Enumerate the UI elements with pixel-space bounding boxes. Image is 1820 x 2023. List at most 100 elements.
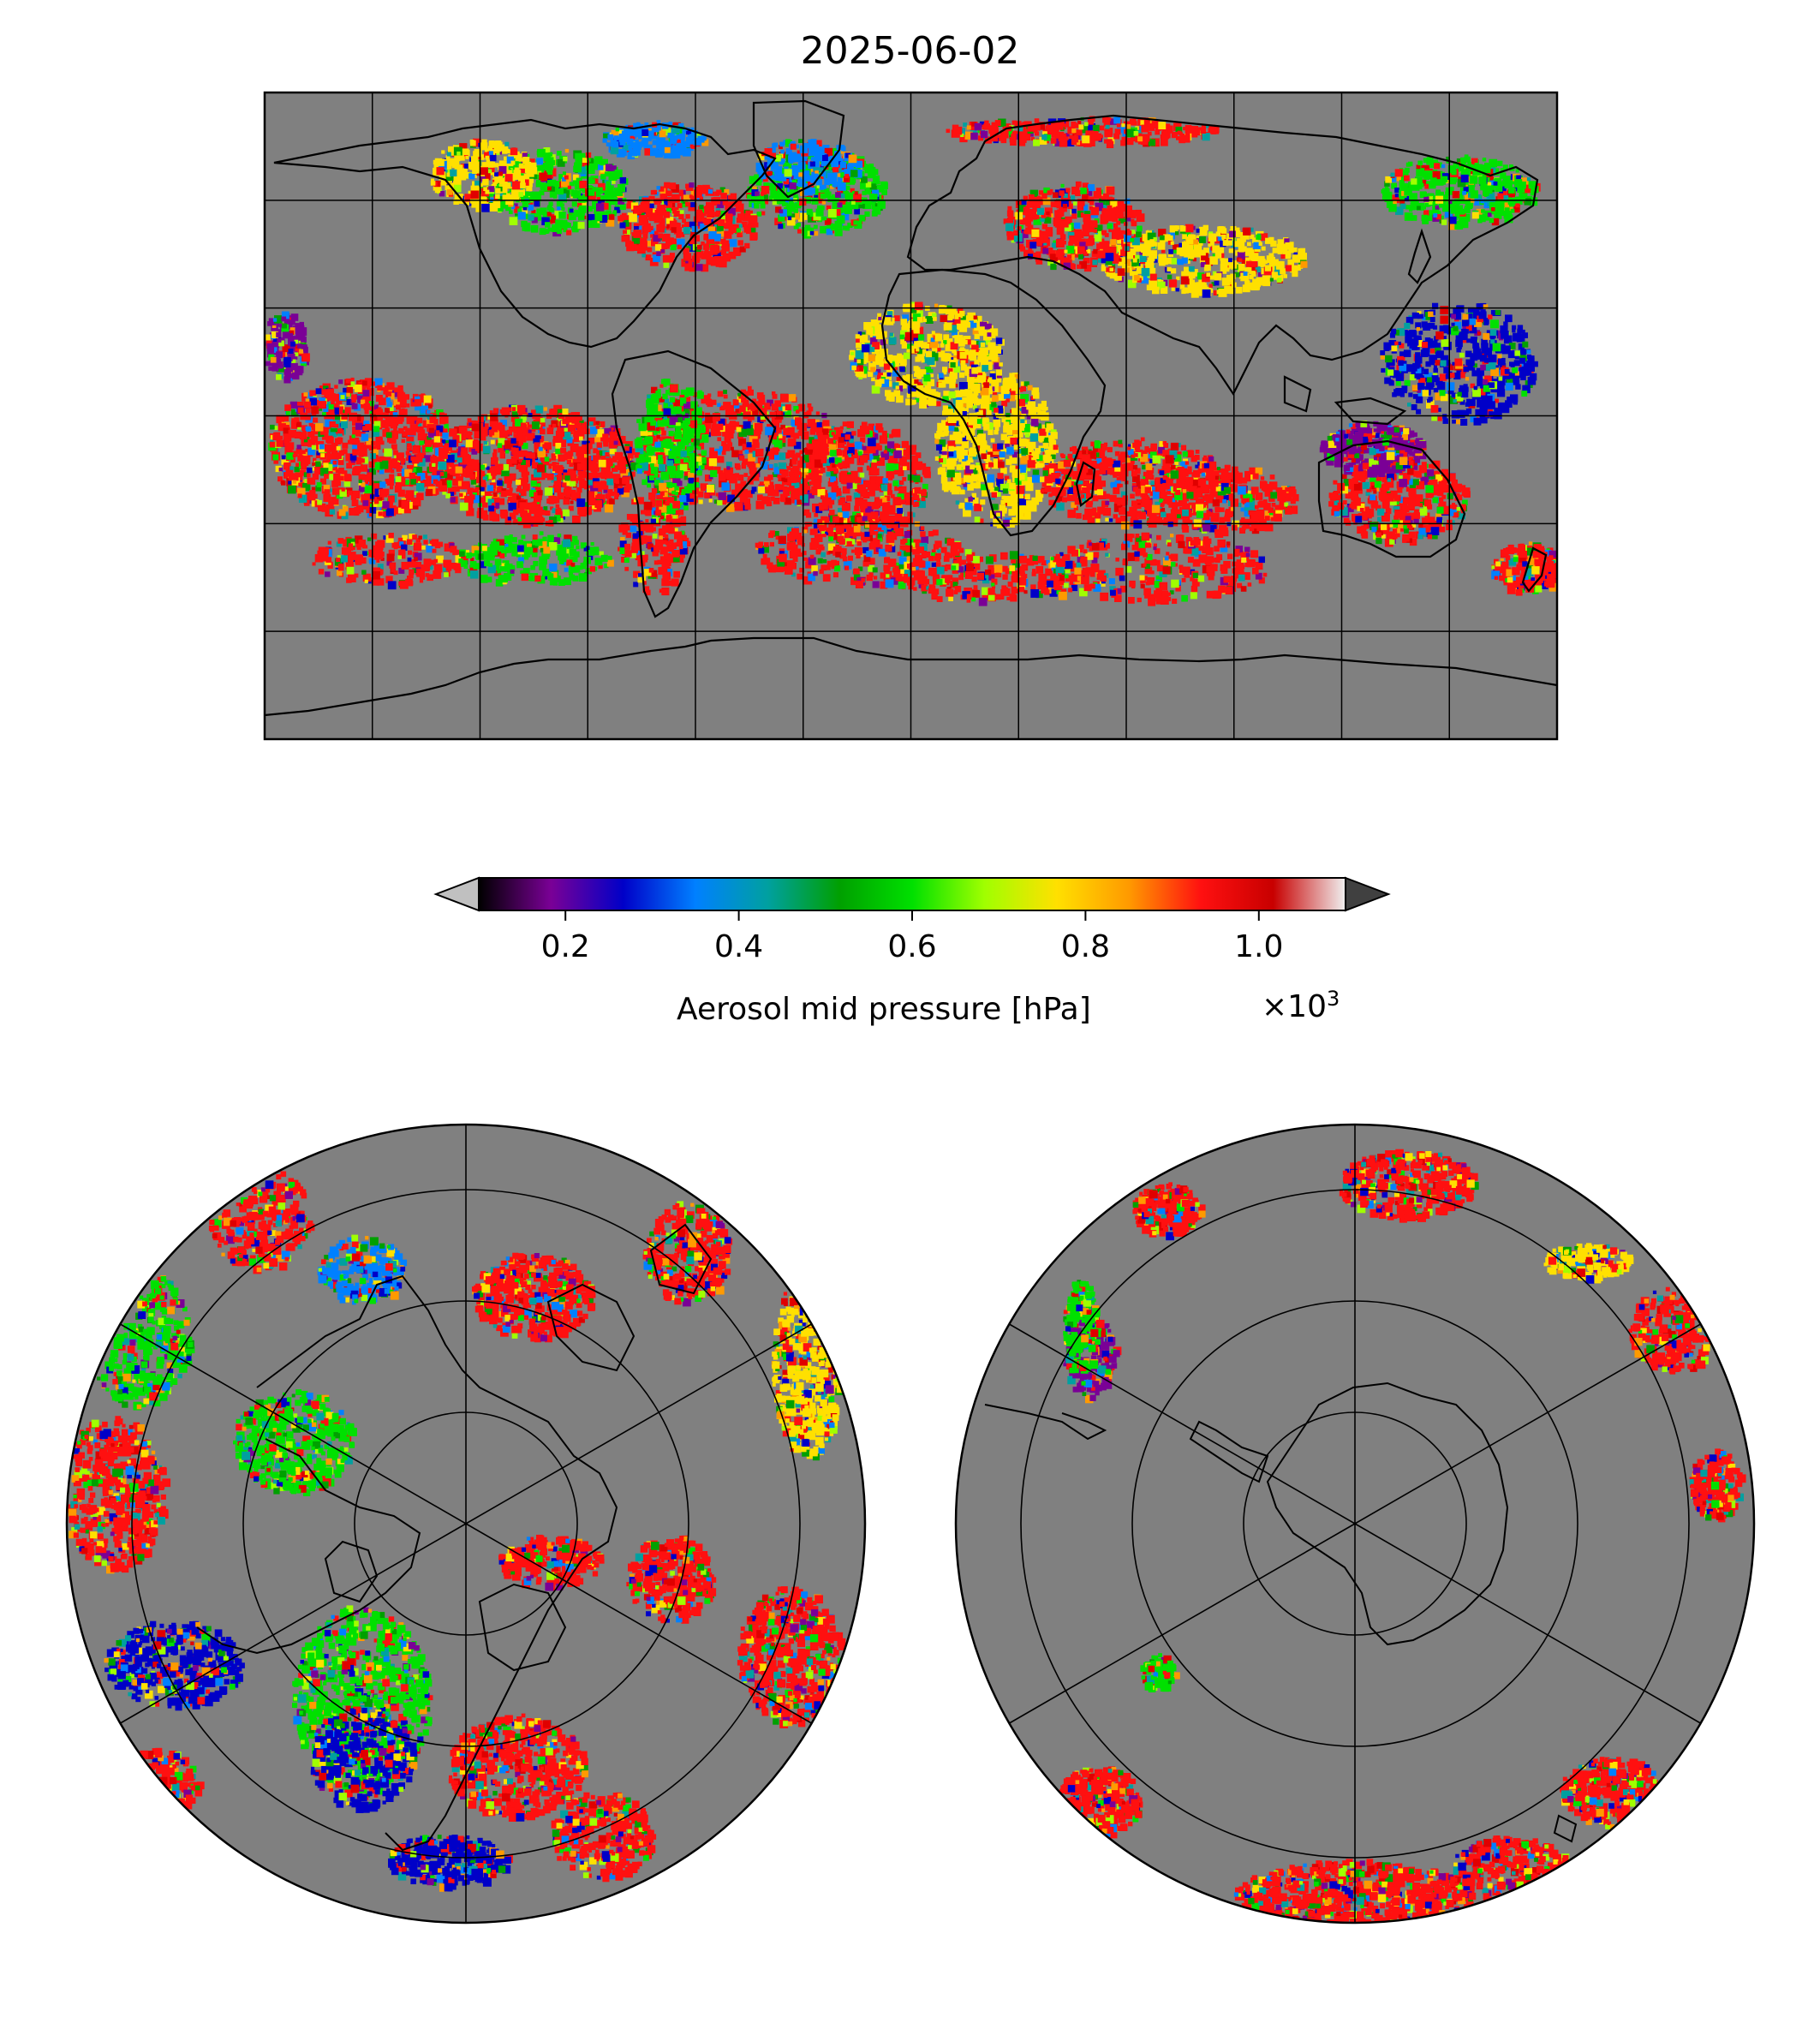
aerosol-pixel (563, 498, 570, 505)
aerosol-pixel (574, 417, 580, 423)
aerosol-pixel (1224, 464, 1231, 471)
aerosol-pixel (821, 428, 829, 435)
aerosol-pixel (980, 441, 988, 450)
aerosol-pixel (517, 433, 527, 443)
aerosol-pixel (1152, 491, 1161, 499)
aerosol-pixel (946, 338, 953, 345)
aerosol-pixel (1215, 486, 1221, 492)
aerosol-pixel (911, 455, 918, 462)
aerosol-pixel (429, 427, 434, 433)
aerosol-pixel (564, 486, 572, 494)
aerosol-pixel (366, 385, 370, 390)
global-map[interactable] (263, 91, 1564, 741)
aerosol-pixel (912, 313, 921, 322)
aerosol-pixel (1120, 491, 1127, 498)
aerosol-pixel (1113, 460, 1121, 468)
aerosol-pixel (1023, 511, 1031, 520)
aerosol-pixel (433, 442, 439, 447)
aerosol-pixel (358, 480, 362, 484)
aerosol-pixel (960, 360, 966, 366)
aerosol-pixel (1026, 404, 1032, 410)
aerosol-pixel (1220, 507, 1225, 512)
aerosol-pixel (997, 443, 1004, 450)
aerosol-pixel (838, 452, 845, 460)
aerosol-pixel (373, 455, 379, 462)
aerosol-pixel (517, 427, 523, 433)
aerosol-pixel (1182, 489, 1187, 493)
aerosol-pixel (627, 452, 634, 459)
aerosol-pixel (1070, 480, 1075, 486)
aerosol-pixel (1011, 507, 1020, 516)
aerosol-pixel (683, 475, 689, 480)
aerosol-pixel (1184, 479, 1193, 487)
aerosol-pixel (1113, 440, 1119, 447)
aerosol-pixel (732, 399, 739, 406)
aerosol-pixel (903, 449, 910, 457)
aerosol-pixel (855, 334, 860, 339)
aerosol-pixel (595, 425, 600, 429)
aerosol-pixel (973, 390, 979, 396)
aerosol-pixel (983, 454, 991, 462)
aerosol-pixel (283, 427, 289, 434)
aerosol-pixel (880, 511, 888, 520)
aerosol-pixel (991, 379, 1000, 387)
aerosol-pixel (471, 449, 478, 455)
aerosol-pixel (1018, 505, 1026, 513)
aerosol-pixel (702, 426, 709, 433)
aerosol-pixel (1002, 380, 1011, 389)
aerosol-pixel (578, 473, 584, 479)
aerosol-pixel (895, 362, 900, 367)
aerosol-pixel (593, 455, 600, 462)
aerosol-pixel (719, 446, 725, 453)
aerosol-pixel (372, 502, 378, 507)
aerosol-pixel (336, 398, 343, 405)
aerosol-pixel (573, 436, 580, 443)
aerosol-pixel (967, 381, 976, 390)
aerosol-pixel (795, 452, 801, 458)
aerosol-pixel (958, 372, 965, 379)
aerosol-pixel (892, 480, 899, 486)
aerosol-pixel (329, 509, 335, 515)
aerosol-pixel (989, 397, 994, 402)
aerosol-pixel (309, 397, 318, 406)
aerosol-pixel (713, 466, 721, 474)
aerosol-pixel (510, 442, 519, 451)
aerosol-pixel (296, 402, 304, 409)
aerosol-pixel (855, 367, 860, 372)
aerosol-pixel (325, 419, 333, 427)
aerosol-pixel (570, 500, 574, 504)
aerosol-pixel (373, 421, 381, 428)
aerosol-pixel (329, 488, 333, 492)
aerosol-pixel (1190, 486, 1197, 492)
aerosol-pixel (454, 426, 462, 433)
aerosol-pixel (484, 491, 492, 498)
aerosol-pixel (1065, 456, 1070, 460)
aerosol-pixel (516, 404, 526, 414)
aerosol-pixel (1422, 517, 1429, 524)
aerosol-pixel (976, 315, 982, 322)
aerosol-pixel (832, 463, 836, 468)
aerosol-pixel (1031, 474, 1040, 483)
aerosol-pixel (1000, 433, 1008, 440)
aerosol-pixel (416, 456, 423, 462)
aerosol-pixel (954, 384, 958, 388)
aerosol-pixel (1117, 467, 1126, 476)
aerosol-pixel (343, 480, 351, 487)
aerosol-pixel (934, 439, 940, 445)
aerosol-pixel (805, 447, 814, 456)
aerosol-pixel (607, 489, 613, 495)
aerosol-pixel (438, 481, 447, 491)
aerosol-pixel (1253, 468, 1257, 472)
aerosol-pixel (379, 481, 386, 488)
aerosol-pixel (993, 458, 998, 463)
aerosol-pixel (534, 469, 542, 478)
aerosol-pixel (755, 463, 761, 468)
aerosol-pixel (1005, 458, 1012, 465)
aerosol-pixel (618, 486, 624, 491)
aerosol-pixel (341, 487, 345, 492)
aerosol-pixel (1001, 418, 1006, 423)
aerosol-pixel (1050, 432, 1058, 439)
aerosol-pixel (959, 310, 965, 317)
aerosol-pixel (1031, 497, 1039, 505)
aerosol-pixel (307, 431, 315, 439)
